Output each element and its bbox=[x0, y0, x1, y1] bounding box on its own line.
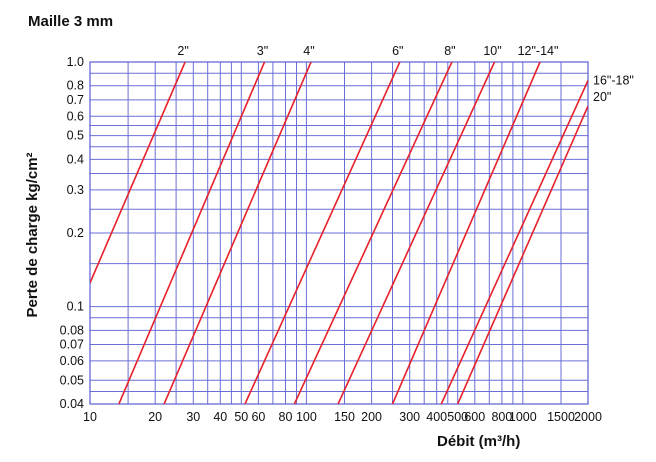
series-label-6: 12"-14" bbox=[518, 44, 559, 58]
series-line-0 bbox=[90, 62, 186, 284]
x-tick-label: 30 bbox=[186, 410, 200, 424]
series-line-3 bbox=[244, 62, 401, 404]
series-label-1: 3" bbox=[257, 44, 268, 58]
y-axis-ticks: 1.0 0.80.7 0.6 0.5 0.4 0.3 0.2 0.1 0.080.07 0.06 0… bbox=[60, 55, 84, 411]
series-line-8 bbox=[456, 105, 588, 404]
series-label-0: 2" bbox=[177, 44, 188, 58]
series-label-7: 16"-18" bbox=[593, 74, 634, 88]
y-tick-label: 0.05 bbox=[60, 373, 84, 387]
y-tick-label: 0.6 bbox=[67, 109, 84, 123]
x-tick-label: 400 bbox=[426, 410, 447, 424]
chart-title: Maille 3 mm bbox=[28, 13, 113, 30]
series-label-4: 8" bbox=[444, 44, 455, 58]
x-tick-label: 500 bbox=[447, 410, 468, 424]
x-tick-label: 1500 bbox=[547, 410, 575, 424]
series-line-5 bbox=[337, 62, 496, 404]
y-tick-label: 0.08 bbox=[60, 323, 84, 337]
x-tick-label: 1000 bbox=[509, 410, 537, 424]
y-tick-label: 0.06 bbox=[60, 354, 84, 368]
y-axis-label: Perte de charge kg/cm² bbox=[24, 152, 41, 317]
series-line-6 bbox=[391, 62, 541, 404]
series-line-2 bbox=[163, 62, 312, 404]
x-tick-label: 10 bbox=[83, 410, 97, 424]
y-tick-label: 1.0 bbox=[67, 55, 84, 69]
x-tick-label: 100 bbox=[296, 410, 317, 424]
grid bbox=[89, 61, 589, 405]
y-tick-label: 0.8 bbox=[67, 79, 84, 93]
x-tick-label: 40 bbox=[213, 410, 227, 424]
y-tick-label: 0.1 bbox=[67, 300, 84, 314]
x-tick-label: 300 bbox=[399, 410, 420, 424]
series-lines bbox=[90, 62, 588, 404]
plot-frame bbox=[89, 61, 589, 405]
y-tick-label: 0.07 bbox=[60, 338, 84, 352]
y-tick-label: 0.7 bbox=[67, 93, 84, 107]
x-tick-label: 150 bbox=[334, 410, 355, 424]
x-tick-label: 200 bbox=[361, 410, 382, 424]
series-label-5: 10" bbox=[483, 44, 501, 58]
x-tick-label: 20 bbox=[148, 410, 162, 424]
x-tick-label: 600 bbox=[464, 410, 485, 424]
x-tick-label: 800 bbox=[491, 410, 512, 424]
series-line-7 bbox=[440, 80, 588, 404]
x-tick-label: 60 bbox=[251, 410, 265, 424]
series-label-3: 6" bbox=[392, 44, 403, 58]
series-line-1 bbox=[118, 62, 266, 404]
x-tick-label: 80 bbox=[279, 410, 293, 424]
series-labels: 2" 3" 4" 6" 8" 10" 12"-14" 16"-18" 20" bbox=[177, 44, 633, 104]
y-tick-label: 0.2 bbox=[67, 226, 84, 240]
series-label-2: 4" bbox=[303, 44, 314, 58]
x-axis-label: Débit (m³/h) bbox=[437, 433, 520, 450]
x-tick-label: 50 bbox=[234, 410, 248, 424]
series-line-4 bbox=[293, 62, 453, 404]
x-tick-label: 2000 bbox=[574, 410, 602, 424]
y-tick-label: 0.04 bbox=[60, 397, 84, 411]
y-tick-label: 0.3 bbox=[67, 183, 84, 197]
y-tick-label: 0.5 bbox=[67, 129, 84, 143]
series-label-8: 20" bbox=[593, 90, 611, 104]
y-tick-label: 0.4 bbox=[67, 152, 84, 166]
